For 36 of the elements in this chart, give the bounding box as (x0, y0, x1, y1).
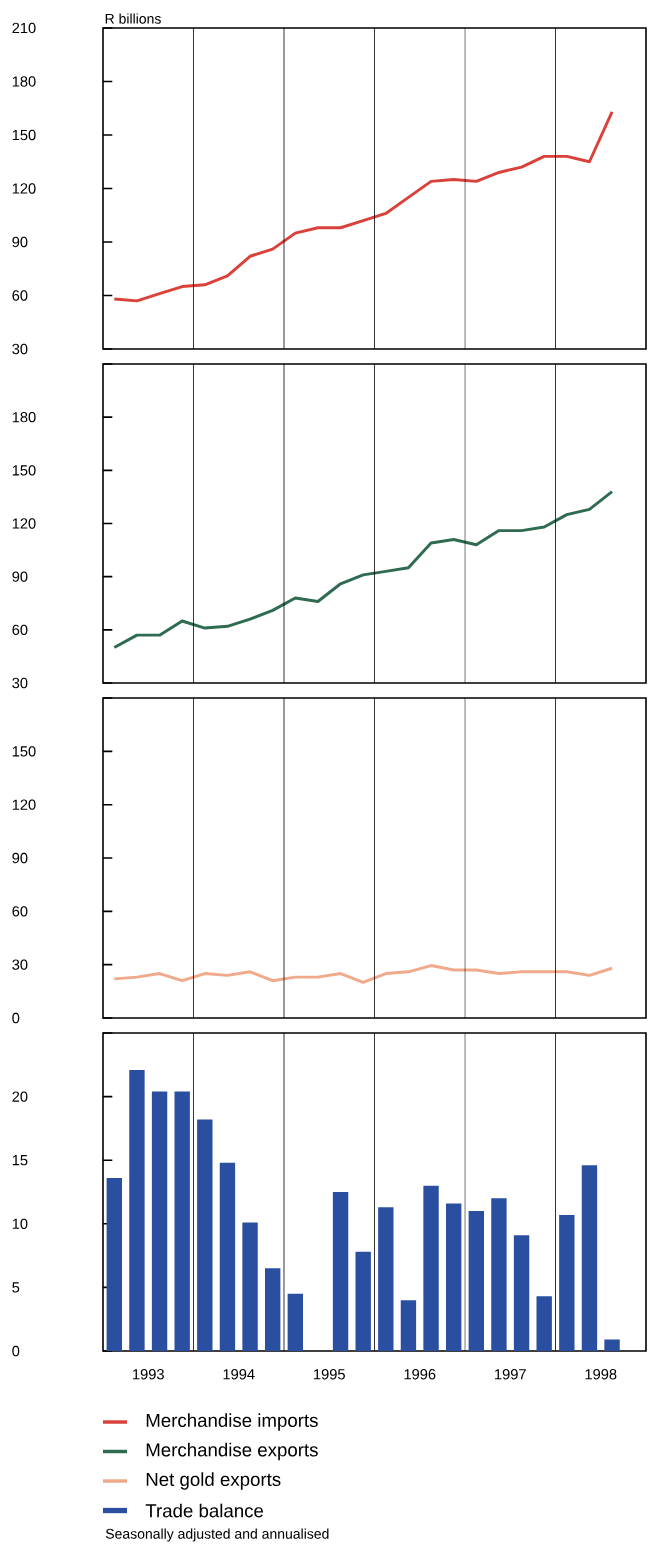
x-tick-label: 1993 (133, 1369, 164, 1380)
y-axis-title: R billions (105, 13, 161, 24)
y-tick-label: 120 (12, 183, 36, 194)
y-tick-label: 90 (12, 852, 28, 864)
y-tick-label: 60 (12, 906, 28, 917)
legend-label: Trade balance (145, 1503, 264, 1518)
y-tick-label: 150 (12, 465, 36, 476)
y-tick-label: 180 (12, 76, 36, 87)
y-tick-label: 5 (12, 1282, 20, 1293)
text: Seasonally adjusted and annualised (105, 1528, 329, 1542)
legend-label: Merchandise imports (146, 1413, 318, 1431)
y-tick-label: 180 (12, 411, 36, 423)
y-tick-label: 120 (12, 799, 36, 810)
y-tick-label: 60 (12, 624, 28, 636)
y-tick-label: 120 (12, 518, 36, 529)
x-tick-label: 1995 (314, 1369, 345, 1380)
y-tick-label: 150 (12, 129, 36, 141)
legend-label: Net gold exports (146, 1472, 281, 1490)
y-tick-label: 90 (12, 571, 28, 582)
y-tick-label: 30 (12, 343, 28, 355)
y-tick-label: 15 (12, 1155, 28, 1166)
x-tick-label: 1997 (495, 1369, 526, 1380)
y-tick-label: 30 (12, 959, 28, 970)
y-tick-label: 30 (12, 677, 28, 689)
y-tick-label: 0 (12, 1345, 20, 1357)
y-tick-label: 90 (12, 236, 28, 248)
y-tick-label: 0 (12, 1012, 20, 1024)
y-tick-label: 60 (12, 290, 28, 301)
y-tick-label: 150 (12, 746, 36, 757)
x-tick-label: 1998 (585, 1369, 617, 1380)
x-tick-label: 1996 (404, 1369, 436, 1380)
y-tick-label: 210 (12, 22, 36, 34)
y-tick-label: 10 (12, 1218, 28, 1230)
x-tick-label: 1994 (223, 1369, 255, 1380)
y-tick-label: 20 (12, 1091, 28, 1102)
legend-label: Merchandise exports (146, 1442, 318, 1461)
